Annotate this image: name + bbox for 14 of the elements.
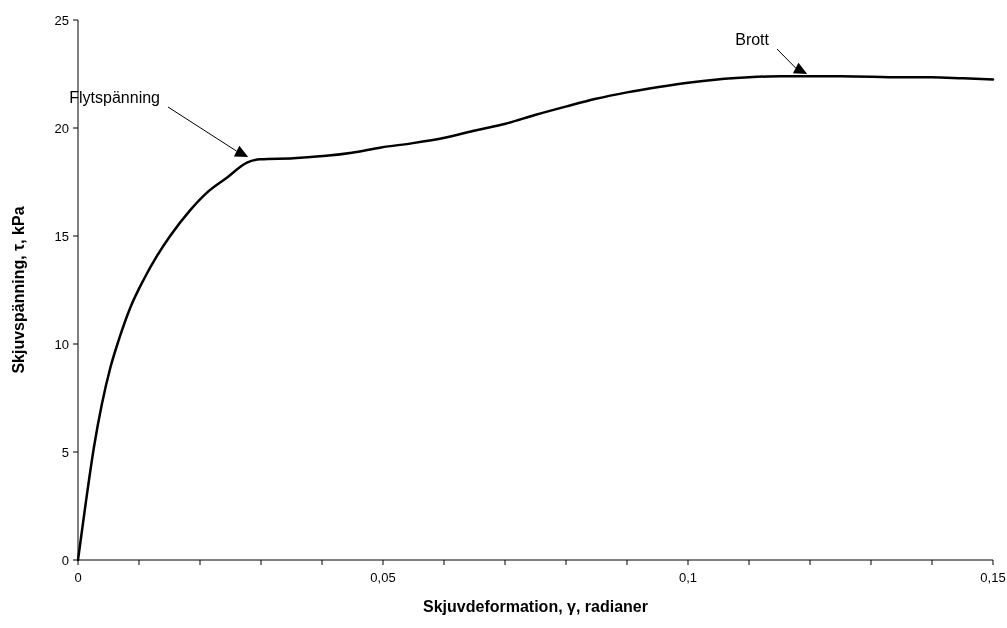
x-tick-label: 0,1: [678, 570, 698, 585]
y-tick-label: 5: [61, 444, 69, 460]
x-axis-title: Skjuvdeformation, γ, radianer: [423, 598, 648, 615]
y-tick-label: 15: [54, 228, 69, 244]
x-tick-label: 0,05: [370, 570, 396, 585]
y-tick-label: 25: [54, 12, 69, 28]
y-tick-label: 20: [54, 120, 69, 136]
x-tick-label: 0,15: [980, 570, 1006, 585]
y-tick-label: 0: [61, 552, 69, 568]
y-tick-label: 10: [54, 336, 69, 352]
annotation: Brott: [735, 31, 770, 48]
y-axis-title: Skjuvspänning, τ, kPa: [10, 206, 27, 374]
annotation: Flytspänning: [69, 89, 160, 106]
x-tick-label: 0: [74, 570, 82, 585]
